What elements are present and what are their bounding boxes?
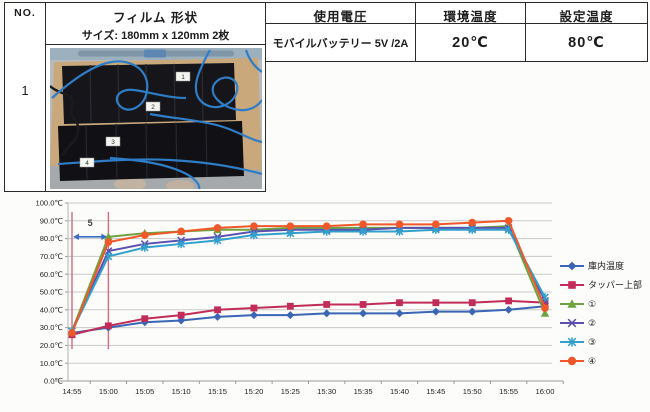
annotation-label: 5: [88, 218, 93, 228]
legend-label: ③: [588, 337, 596, 347]
probe-label-3-text: 3: [111, 139, 115, 146]
series-line: [71, 305, 546, 334]
legend-label: ④: [588, 356, 596, 366]
probe-label-1: [175, 71, 190, 82]
series-line: [71, 299, 546, 336]
y-tick-label: 50.0℃: [40, 288, 63, 297]
y-tick-label: 40.0℃: [40, 305, 63, 314]
no-header: NO.: [14, 7, 36, 19]
y-tick-label: 20.0℃: [40, 341, 63, 350]
y-tick-label: 30.0℃: [40, 323, 63, 332]
x-tick-label: 15:45: [426, 387, 445, 396]
x-tick-label: 15:15: [208, 387, 227, 396]
legend-label: ②: [588, 318, 596, 328]
film-size-label: サイズ: 180mm x 120mm 2枚: [81, 30, 230, 42]
film-photo: 1 2 3 4: [49, 48, 262, 189]
probe-label-4-text: 4: [85, 160, 89, 167]
temperature-chart: 0.0℃10.0℃20.0℃30.0℃40.0℃50.0℃60.0℃70.0℃8…: [0, 194, 650, 407]
series-1: [68, 302, 549, 337]
no-column: NO. 1: [4, 2, 46, 192]
series-2: [68, 297, 549, 339]
x-tick-label: 14:55: [62, 387, 81, 396]
y-tick-label: 100.0℃: [35, 199, 63, 208]
x-tick-label: 15:05: [135, 387, 154, 396]
series-line: [71, 219, 546, 334]
x-tick-label: 15:55: [499, 387, 518, 396]
x-tick-label: 15:00: [99, 387, 118, 396]
photo-cell: 1 2 3 4: [46, 44, 265, 191]
set-temp-column: 設定温度 80℃: [525, 2, 648, 62]
env-temp-header: 環境温度: [416, 3, 525, 24]
set-temp-header: 設定温度: [526, 3, 647, 24]
film-header: フィルム 形状: [113, 11, 198, 25]
no-value: 1: [21, 82, 29, 98]
legend-item-6: ④: [560, 356, 596, 366]
series-4: [68, 223, 549, 336]
legend-item-1: 庫内温度: [560, 260, 624, 271]
x-tick-label: 15:30: [317, 387, 336, 396]
floor-shadow-2: [165, 180, 194, 189]
temperature-chart-svg: 0.0℃10.0℃20.0℃30.0℃40.0℃50.0℃60.0℃70.0℃8…: [35, 199, 642, 396]
voltage-column: 使用電圧 モバイルバッテリー 5V /2A: [265, 2, 416, 62]
legend-label: 庫内温度: [588, 260, 624, 271]
x-tick-label: 15:20: [244, 387, 263, 396]
x-tick-label: 15:25: [281, 387, 300, 396]
y-axis-labels: 0.0℃10.0℃20.0℃30.0℃40.0℃50.0℃60.0℃70.0℃8…: [35, 199, 63, 386]
floor-shadow: [113, 177, 146, 189]
film-column: フィルム 形状 サイズ: 180mm x 120mm 2枚: [45, 2, 266, 192]
series-line: [71, 226, 546, 332]
black-wire: [49, 85, 79, 157]
legend-label: タッパー上部: [588, 279, 642, 290]
film-lower-seams: [84, 121, 208, 180]
probe-label-1-text: 1: [181, 74, 185, 81]
series-6: [68, 217, 549, 337]
voltage-value: モバイルバッテリー 5V /2A: [272, 37, 409, 50]
legend-label: ①: [588, 299, 596, 309]
legend-item-3: ①: [560, 299, 596, 309]
env-temp-value: 20℃: [452, 34, 489, 51]
series-line: [71, 228, 546, 332]
probe-labels: 1 2 3 4: [79, 71, 190, 168]
y-tick-label: 90.0℃: [40, 216, 63, 225]
film-lower: [57, 121, 244, 181]
legend-item-5: ③: [560, 337, 596, 347]
x-tick-label: 15:35: [354, 387, 373, 396]
x-tick-label: 15:10: [172, 387, 191, 396]
y-tick-label: 10.0℃: [40, 359, 63, 368]
probe-label-4: [79, 157, 94, 168]
set-temp-value: 80℃: [568, 34, 605, 51]
env-temp-column: 環境温度 20℃: [415, 2, 526, 62]
legend-item-2: タッパー上部: [560, 279, 642, 290]
x-tick-label: 16:00: [535, 387, 554, 396]
x-tick-label: 15:40: [390, 387, 409, 396]
x-axis: 14:55 15:00 15:05 15:10 15:15 15:20 15:25 15:30…: [53, 380, 564, 396]
legend-item-4: ②: [560, 318, 596, 328]
voltage-header: 使用電圧: [266, 3, 415, 24]
probe-label-3: [105, 136, 120, 147]
x-tick-label: 15:50: [463, 387, 482, 396]
y-tick-label: 60.0℃: [40, 270, 63, 279]
y-tick-label: 80.0℃: [40, 234, 63, 243]
probe-label-2: [145, 101, 160, 112]
probe-label-2-text: 2: [151, 104, 155, 111]
photo-rod-cap: [143, 49, 166, 58]
y-tick-label: 70.0℃: [40, 252, 63, 261]
